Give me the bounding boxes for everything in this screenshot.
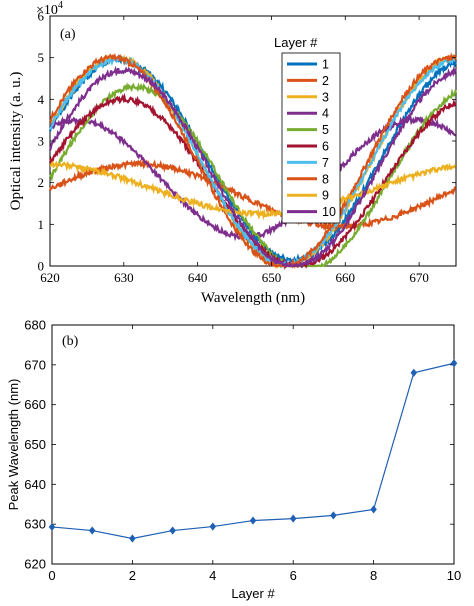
- legend-label: 8: [322, 172, 329, 186]
- series-line-5: [48, 81, 457, 268]
- y-tick-label: 630: [24, 517, 46, 532]
- legend-label: 2: [322, 74, 329, 88]
- data-point-marker: [88, 526, 96, 535]
- series-line-8: [49, 52, 457, 268]
- legend-item: 5: [287, 123, 329, 137]
- y-tick-label: 4: [38, 92, 45, 107]
- legend-label: 5: [322, 123, 329, 137]
- panel-a-chart: 620 630 640 650 660 670 0 1 2 3 4 5 6 ×104 (a) Wave…: [8, 0, 457, 306]
- legend-box: [281, 52, 341, 224]
- y-tick-label: 5: [38, 50, 45, 65]
- legend-item: 4: [287, 107, 329, 121]
- legend-item: 3: [287, 90, 329, 104]
- x-tick-label: 10: [447, 568, 461, 583]
- legend-item: 2: [287, 74, 329, 88]
- x-tick-label: 2: [129, 568, 136, 583]
- panel-b-x-ticks: 0 2 4 6 8 10: [48, 325, 461, 583]
- series-line-10: [48, 65, 457, 269]
- x-tick-label: 6: [290, 568, 297, 583]
- panel-b-chart: 0 2 4 6 8 10 620 630 640 650 660 670 680 (b) Layer …: [6, 318, 461, 602]
- data-point-marker: [169, 526, 176, 535]
- panel-b-plot-frame: [51, 324, 455, 565]
- legend-label: 7: [322, 156, 329, 170]
- legend-label: 1: [322, 58, 329, 72]
- x-tick-label: 4: [209, 568, 216, 583]
- x-tick-label: 660: [336, 270, 356, 285]
- data-point-marker: [370, 505, 377, 514]
- panel-a-x-ticks: 620 630 640 650 660 670: [40, 16, 429, 285]
- panel-b-y-ticks: 620 630 640 650 660 670 680: [24, 318, 454, 572]
- data-point-marker: [249, 516, 257, 525]
- panel-b-markers: [48, 359, 458, 543]
- legend-item: 1: [287, 58, 329, 72]
- y-tick-label: 0: [38, 259, 45, 274]
- legend-label: 6: [322, 140, 329, 154]
- y-tick-label: 1: [38, 217, 45, 232]
- legend-label: 9: [322, 189, 329, 203]
- data-point-marker: [289, 514, 297, 523]
- x-tick-label: 650: [262, 270, 282, 285]
- x-tick-label: 620: [40, 270, 60, 285]
- series-line-7: [49, 53, 457, 269]
- legend-label: 4: [322, 107, 329, 121]
- series-line-2: [48, 158, 457, 233]
- y-tick-label: 670: [24, 357, 46, 372]
- legend-label: 3: [322, 90, 329, 104]
- panel-b-y-axis-label: Peak Wavelength (nm): [6, 379, 21, 511]
- x-tick-label: 8: [370, 568, 377, 583]
- panel-a-label: (a): [60, 27, 76, 42]
- panel-a-series-group: [48, 52, 457, 271]
- panel-a-legend: Layer # 1 2 3 4 5 6 7 8 9 10: [274, 35, 341, 224]
- series-line-6: [48, 92, 457, 271]
- data-point-marker: [450, 359, 458, 368]
- data-point-marker: [48, 522, 56, 532]
- data-point-marker: [330, 511, 337, 520]
- y-tick-label: 3: [38, 134, 45, 149]
- legend-item: 7: [287, 156, 329, 170]
- legend-label: 10: [322, 205, 336, 219]
- x-tick-label: 670: [409, 270, 429, 285]
- panel-a-y-exponent-label: ×104: [36, 0, 63, 18]
- panel-b-x-axis-label: Layer #: [231, 586, 275, 601]
- y-tick-label: 6: [38, 9, 45, 24]
- y-tick-label: 640: [24, 477, 46, 492]
- panel-a-y-ticks: 0 1 2 3 4 5 6: [38, 9, 456, 274]
- x-tick-label: 640: [188, 270, 208, 285]
- series-line-9: [49, 160, 456, 221]
- legend-item: 9: [287, 189, 329, 203]
- data-point-marker: [129, 534, 136, 543]
- x-tick-label: 0: [48, 568, 55, 583]
- legend-item: 8: [287, 172, 329, 186]
- legend-item: 6: [287, 140, 329, 154]
- panel-b-series-line: [51, 362, 455, 540]
- panel-b-label: (b): [62, 334, 79, 349]
- series-line-4: [49, 115, 456, 242]
- legend-title: Layer #: [274, 35, 318, 50]
- y-tick-label: 2: [38, 175, 45, 190]
- y-tick-label: 660: [24, 397, 46, 412]
- y-tick-label: 620: [24, 557, 46, 572]
- panel-a-y-axis-label: Optical intensity (a. u.): [8, 72, 24, 211]
- legend-item: 10: [287, 205, 336, 219]
- legend-items: 1 2 3 4 5 6 7 8 9 10: [287, 58, 336, 219]
- data-point-marker: [209, 522, 217, 531]
- panel-a-x-axis-label: Wavelength (nm): [201, 290, 305, 306]
- x-tick-label: 630: [114, 270, 134, 285]
- y-tick-label: 680: [24, 318, 46, 333]
- y-tick-label: 650: [24, 437, 46, 452]
- data-point-marker: [410, 368, 418, 377]
